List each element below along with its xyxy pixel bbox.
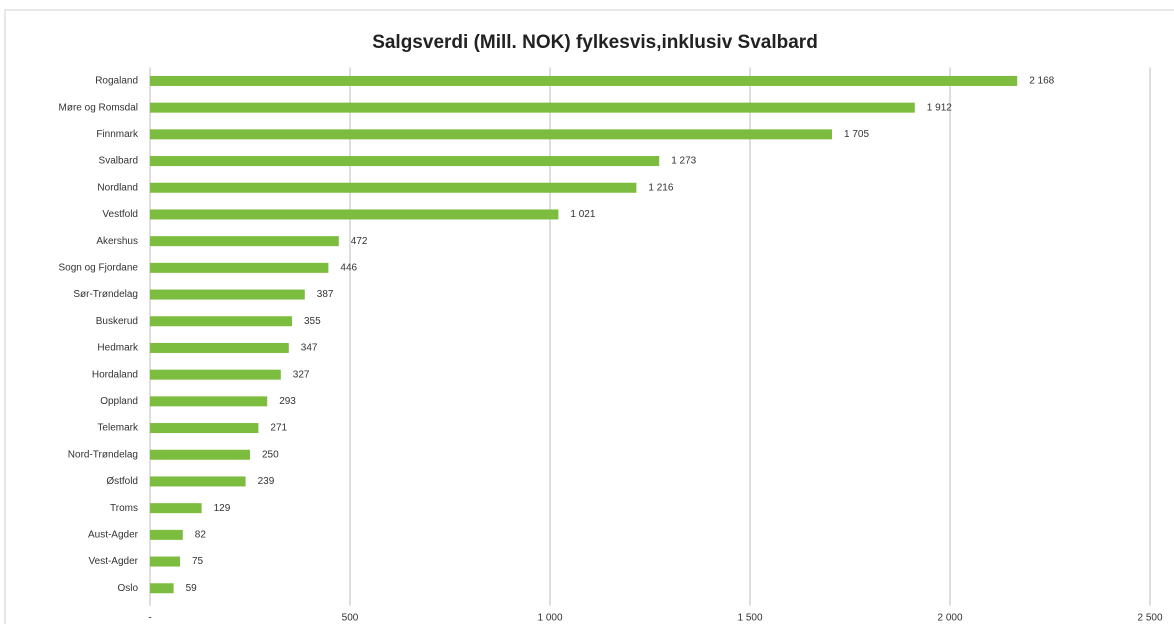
data-label: 75 xyxy=(192,556,204,567)
data-label: 1 273 xyxy=(671,156,696,167)
y-tick-label: Oslo xyxy=(117,583,138,594)
x-tick-label: - xyxy=(148,613,151,624)
data-label: 239 xyxy=(258,476,275,487)
bar xyxy=(150,396,268,407)
bar xyxy=(150,423,259,434)
bar xyxy=(150,102,915,113)
y-tick-label: Hordaland xyxy=(92,369,138,380)
data-label: 347 xyxy=(301,343,318,354)
data-label: 1 216 xyxy=(648,182,673,193)
y-tick-label: Vest-Agder xyxy=(89,556,139,567)
data-label: 327 xyxy=(293,369,310,380)
x-tick-label: 1 000 xyxy=(537,613,562,624)
y-tick-label: Østfold xyxy=(106,476,138,487)
y-tick-label: Troms xyxy=(110,503,138,514)
y-tick-label: Vestfold xyxy=(102,209,138,220)
x-tick-label: 1 500 xyxy=(737,613,762,624)
y-tick-label: Aust-Agder xyxy=(88,529,139,540)
data-label: 271 xyxy=(270,423,287,434)
x-tick-label: 500 xyxy=(342,613,359,624)
bar xyxy=(150,289,305,300)
y-tick-label: Telemark xyxy=(97,423,139,434)
bar xyxy=(150,129,832,140)
data-label: 82 xyxy=(195,529,207,540)
y-tick-label: Nordland xyxy=(97,182,138,193)
y-tick-label: Nord-Trøndelag xyxy=(68,449,138,460)
bar xyxy=(150,156,660,167)
chart-title: Salgsverdi (Mill. NOK) fylkesvis,inklusi… xyxy=(372,32,818,53)
bar xyxy=(150,236,339,247)
data-label: 387 xyxy=(317,289,334,300)
bar xyxy=(150,316,292,327)
data-label: 446 xyxy=(340,262,357,273)
y-tick-label: Hedmark xyxy=(97,343,139,354)
bar xyxy=(150,529,183,540)
data-label: 1 705 xyxy=(844,129,869,140)
bar xyxy=(150,75,1018,86)
y-tick-label: Rogaland xyxy=(95,76,138,87)
bar xyxy=(150,503,202,514)
y-tick-label: Buskerud xyxy=(96,316,138,327)
data-label: 1 021 xyxy=(570,209,595,220)
bar xyxy=(150,369,281,380)
y-tick-label: Sogn og Fjordane xyxy=(58,262,138,273)
data-label: 250 xyxy=(262,449,279,460)
y-tick-label: Finnmark xyxy=(96,129,139,140)
bar xyxy=(150,476,246,487)
bar xyxy=(150,262,329,273)
x-tick-label: 2 500 xyxy=(1137,613,1162,624)
data-label: 293 xyxy=(279,396,296,407)
data-label: 129 xyxy=(214,503,231,514)
bar xyxy=(150,449,250,460)
data-label: 355 xyxy=(304,316,321,327)
data-label: 59 xyxy=(186,583,198,594)
y-tick-label: Møre og Romsdal xyxy=(59,102,138,113)
bar xyxy=(150,556,180,567)
bar xyxy=(150,182,637,193)
bar xyxy=(150,342,289,353)
bar xyxy=(150,583,174,594)
y-tick-label: Akershus xyxy=(96,236,138,247)
y-tick-label: Oppland xyxy=(100,396,138,407)
data-label: 2 168 xyxy=(1029,76,1054,87)
bar xyxy=(150,209,559,220)
data-label: 472 xyxy=(351,236,368,247)
y-tick-label: Sør-Trøndelag xyxy=(73,289,138,300)
data-label: 1 912 xyxy=(927,102,952,113)
x-tick-label: 2 000 xyxy=(937,613,962,624)
y-tick-label: Svalbard xyxy=(99,156,138,167)
